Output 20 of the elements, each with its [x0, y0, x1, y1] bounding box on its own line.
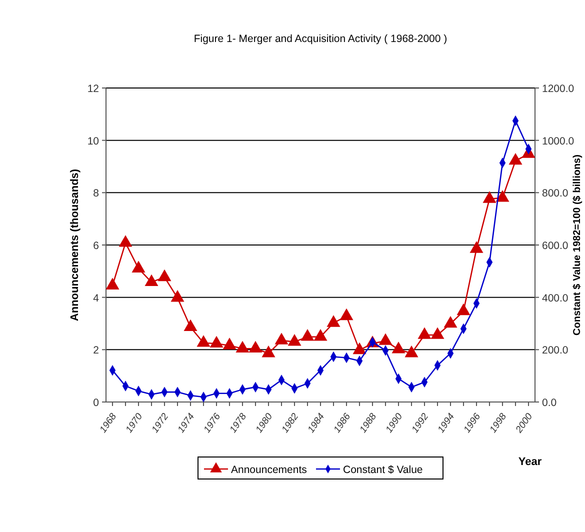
legend-label: Announcements — [231, 464, 307, 476]
y-tick-label: 12 — [87, 83, 100, 95]
y2-axis-title: Constant $ Value 1982=100 ($ billions) — [572, 154, 583, 336]
y-tick-label: 4 — [93, 292, 100, 304]
y2-tick-label: 200.0 — [542, 344, 568, 357]
y-axis-title: Announcements (thousands) — [69, 168, 81, 322]
y2-tick-label: 800.0 — [542, 188, 568, 200]
y2-tick-label: 0.0 — [542, 397, 557, 409]
x-axis-title: Year — [518, 456, 542, 468]
y-tick-label: 2 — [93, 344, 100, 357]
chart-title: Figure 1- Merger and Acquisition Activity ( 1968-2000 ) — [194, 33, 448, 45]
y2-tick-label: 1000.0 — [542, 135, 574, 148]
y2-tick-label: 1200.0 — [542, 83, 574, 95]
y-tick-label: 6 — [93, 240, 100, 252]
y2-tick-label: 600.0 — [542, 240, 568, 252]
y-tick-label: 10 — [87, 135, 100, 148]
y2-tick-label: 400.0 — [542, 292, 568, 304]
legend-label: Constant $ Value — [343, 464, 423, 476]
y-tick-label: 8 — [93, 188, 100, 200]
y-tick-label: 0 — [93, 397, 100, 409]
